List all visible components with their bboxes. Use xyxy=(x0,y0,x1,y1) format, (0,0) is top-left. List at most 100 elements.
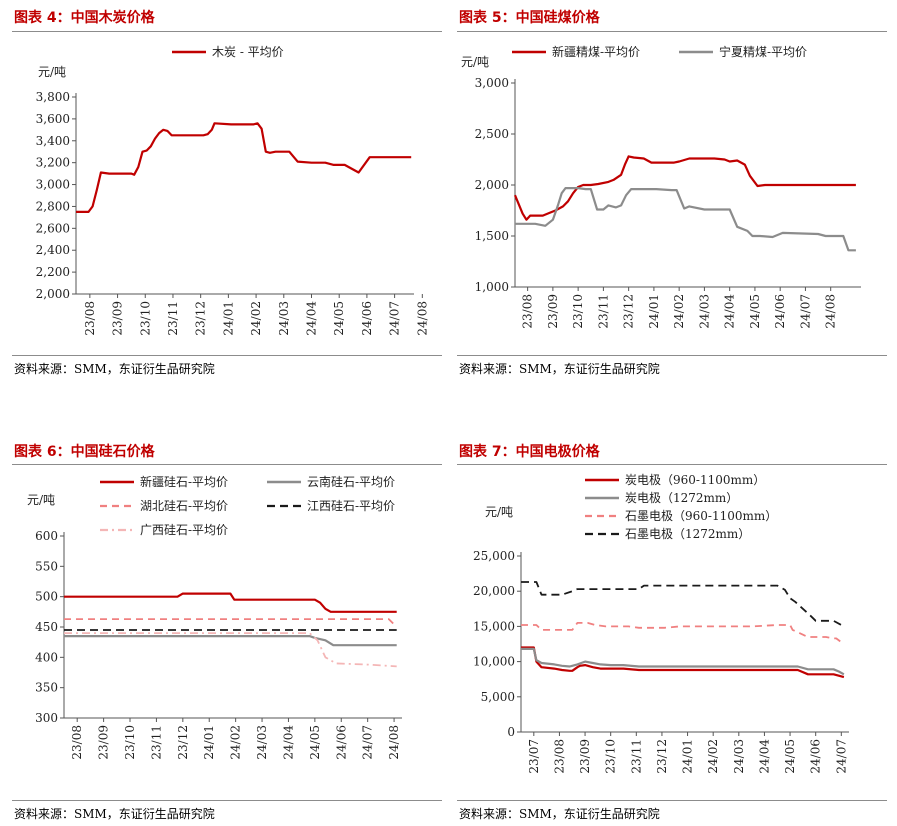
x-tick-label: 23/08 xyxy=(521,294,535,329)
chart-silicon-coal: 元/吨 1,000 1,500 2,000 2,500 3,000 23/08 23/09 23… xyxy=(461,44,861,329)
series-line xyxy=(521,581,845,628)
series-line xyxy=(64,592,397,613)
y-tick-label: 450 xyxy=(35,620,58,634)
x-tick-label: 24/02 xyxy=(706,739,720,774)
x-tick-label: 23/08 xyxy=(83,301,97,336)
series-line xyxy=(521,621,845,645)
x-tick-label: 23/10 xyxy=(123,725,137,760)
x-tick-label: 23/12 xyxy=(655,739,669,774)
y-tick-label: 2,500 xyxy=(475,127,509,141)
x-tick-label: 24/01 xyxy=(647,294,661,329)
y-tick-label: 2,000 xyxy=(475,178,509,192)
x-tick-label: 24/08 xyxy=(387,725,401,760)
x-tick-label: 24/03 xyxy=(732,739,746,774)
legend-label: 江西硅石-平均价 xyxy=(307,499,395,513)
legend-label: 宁夏精煤-平均价 xyxy=(719,44,807,59)
x-tick-label: 24/05 xyxy=(748,294,762,329)
x-tick-label: 23/09 xyxy=(97,725,111,760)
bottom-rule xyxy=(457,800,887,801)
x-tick-label: 23/11 xyxy=(149,725,163,760)
x-tick-label: 24/07 xyxy=(798,294,812,329)
x-tick-label: 24/04 xyxy=(281,725,295,760)
x-tick-label: 23/10 xyxy=(571,294,585,329)
x-tick-label: 23/11 xyxy=(596,294,610,329)
source-note: 资料来源：SMM，东证衍生品研究院 xyxy=(459,362,660,376)
x-tick-label: 23/08 xyxy=(552,739,566,774)
x-tick-label: 24/03 xyxy=(277,301,291,336)
top-rule xyxy=(12,31,442,32)
x-tick-label: 24/06 xyxy=(360,301,374,336)
y-tick-label: 3,200 xyxy=(36,156,70,170)
x-tick-label: 24/05 xyxy=(783,739,797,774)
y-tick-label: 1,000 xyxy=(475,280,509,294)
legend-label: 木炭 - 平均价 xyxy=(212,45,284,59)
series-line xyxy=(521,646,845,679)
top-rule xyxy=(12,464,442,465)
y-tick-label: 2,200 xyxy=(36,265,70,279)
series-line xyxy=(64,632,397,668)
top-rule xyxy=(457,464,887,465)
y-axis-label: 元/吨 xyxy=(485,505,513,519)
x-tick-label: 23/12 xyxy=(622,294,636,329)
bottom-rule xyxy=(12,800,442,801)
source-note: 资料来源：SMM，东证衍生品研究院 xyxy=(459,807,660,821)
legend-label: 新疆精煤-平均价 xyxy=(552,44,640,59)
x-tick-label: 24/06 xyxy=(334,725,348,760)
x-tick-label: 23/11 xyxy=(629,739,643,774)
y-tick-label: 350 xyxy=(35,681,58,695)
x-tick-label: 23/09 xyxy=(546,294,560,329)
legend-label: 新疆硅石-平均价 xyxy=(140,474,228,489)
legend-label: 炭电极（960-1100mm） xyxy=(625,473,765,487)
y-tick-label: 3,400 xyxy=(36,134,70,148)
x-tick-label: 24/01 xyxy=(202,725,216,760)
legend-label: 云南硅石-平均价 xyxy=(307,474,395,489)
y-tick-label: 20,000 xyxy=(473,584,515,598)
y-tick-label: 400 xyxy=(35,650,58,664)
y-tick-label: 25,000 xyxy=(473,549,515,563)
x-tick-label: 24/04 xyxy=(757,739,771,774)
x-tick-label: 23/09 xyxy=(111,301,125,336)
x-tick-label: 24/07 xyxy=(361,725,375,760)
x-tick-label: 23/12 xyxy=(194,301,208,336)
x-tick-label: 23/08 xyxy=(70,725,84,760)
chart-title: 图表 7：中国电极价格 xyxy=(459,444,600,460)
x-tick-label: 24/07 xyxy=(834,739,848,774)
chart-title: 图表 5：中国硅煤价格 xyxy=(459,10,600,26)
panel-silicon-coal-price: 图表 5：中国硅煤价格 元/吨 1,000 1,500 2,000 2,500 3,000… xyxy=(457,0,887,380)
x-tick-label: 24/01 xyxy=(681,739,695,774)
source-note: 资料来源：SMM，东证衍生品研究院 xyxy=(14,362,215,376)
x-tick-label: 24/02 xyxy=(249,301,263,336)
panel-electrode-price: 图表 7：中国电极价格 元/吨 0 5,000 10,000 15,000 20,000 2… xyxy=(457,436,887,826)
y-tick-label: 2,600 xyxy=(36,221,70,235)
x-tick-label: 23/11 xyxy=(166,301,180,336)
y-tick-label: 1,500 xyxy=(475,229,509,243)
bottom-rule xyxy=(12,355,442,356)
y-tick-label: 3,600 xyxy=(36,112,70,126)
bottom-rule xyxy=(457,355,887,356)
x-tick-label: 24/03 xyxy=(697,294,711,329)
x-tick-label: 23/10 xyxy=(138,301,152,336)
x-tick-label: 24/05 xyxy=(308,725,322,760)
y-tick-label: 2,400 xyxy=(36,243,70,257)
x-tick-label: 24/01 xyxy=(221,301,235,336)
chart-title: 图表 4：中国木炭价格 xyxy=(14,10,155,26)
top-rule xyxy=(457,31,887,32)
y-tick-label: 2,800 xyxy=(36,199,70,213)
y-tick-label: 500 xyxy=(35,590,58,604)
chart-silica: 元/吨 300 350 400 450 500 550 600 23/08 23/09 23/10 2… xyxy=(27,474,402,760)
y-tick-label: 3,800 xyxy=(36,90,70,104)
legend-label: 湖北硅石-平均价 xyxy=(140,498,228,513)
legend-label: 广西硅石-平均价 xyxy=(140,523,228,537)
y-tick-label: 3,000 xyxy=(36,178,70,192)
x-tick-label: 24/06 xyxy=(773,294,787,329)
series-line xyxy=(521,647,845,676)
y-tick-label: 0 xyxy=(507,725,515,739)
x-tick-label: 24/08 xyxy=(415,301,429,336)
y-tick-label: 15,000 xyxy=(473,619,515,633)
legend-label: 石墨电极（1272mm） xyxy=(625,527,750,541)
x-tick-label: 23/07 xyxy=(527,739,541,774)
y-axis-label: 元/吨 xyxy=(27,493,55,507)
legend-label: 石墨电极（960-1100mm） xyxy=(625,509,777,523)
y-axis-label: 元/吨 xyxy=(461,55,489,69)
legend-label: 炭电极（1272mm） xyxy=(625,491,738,505)
